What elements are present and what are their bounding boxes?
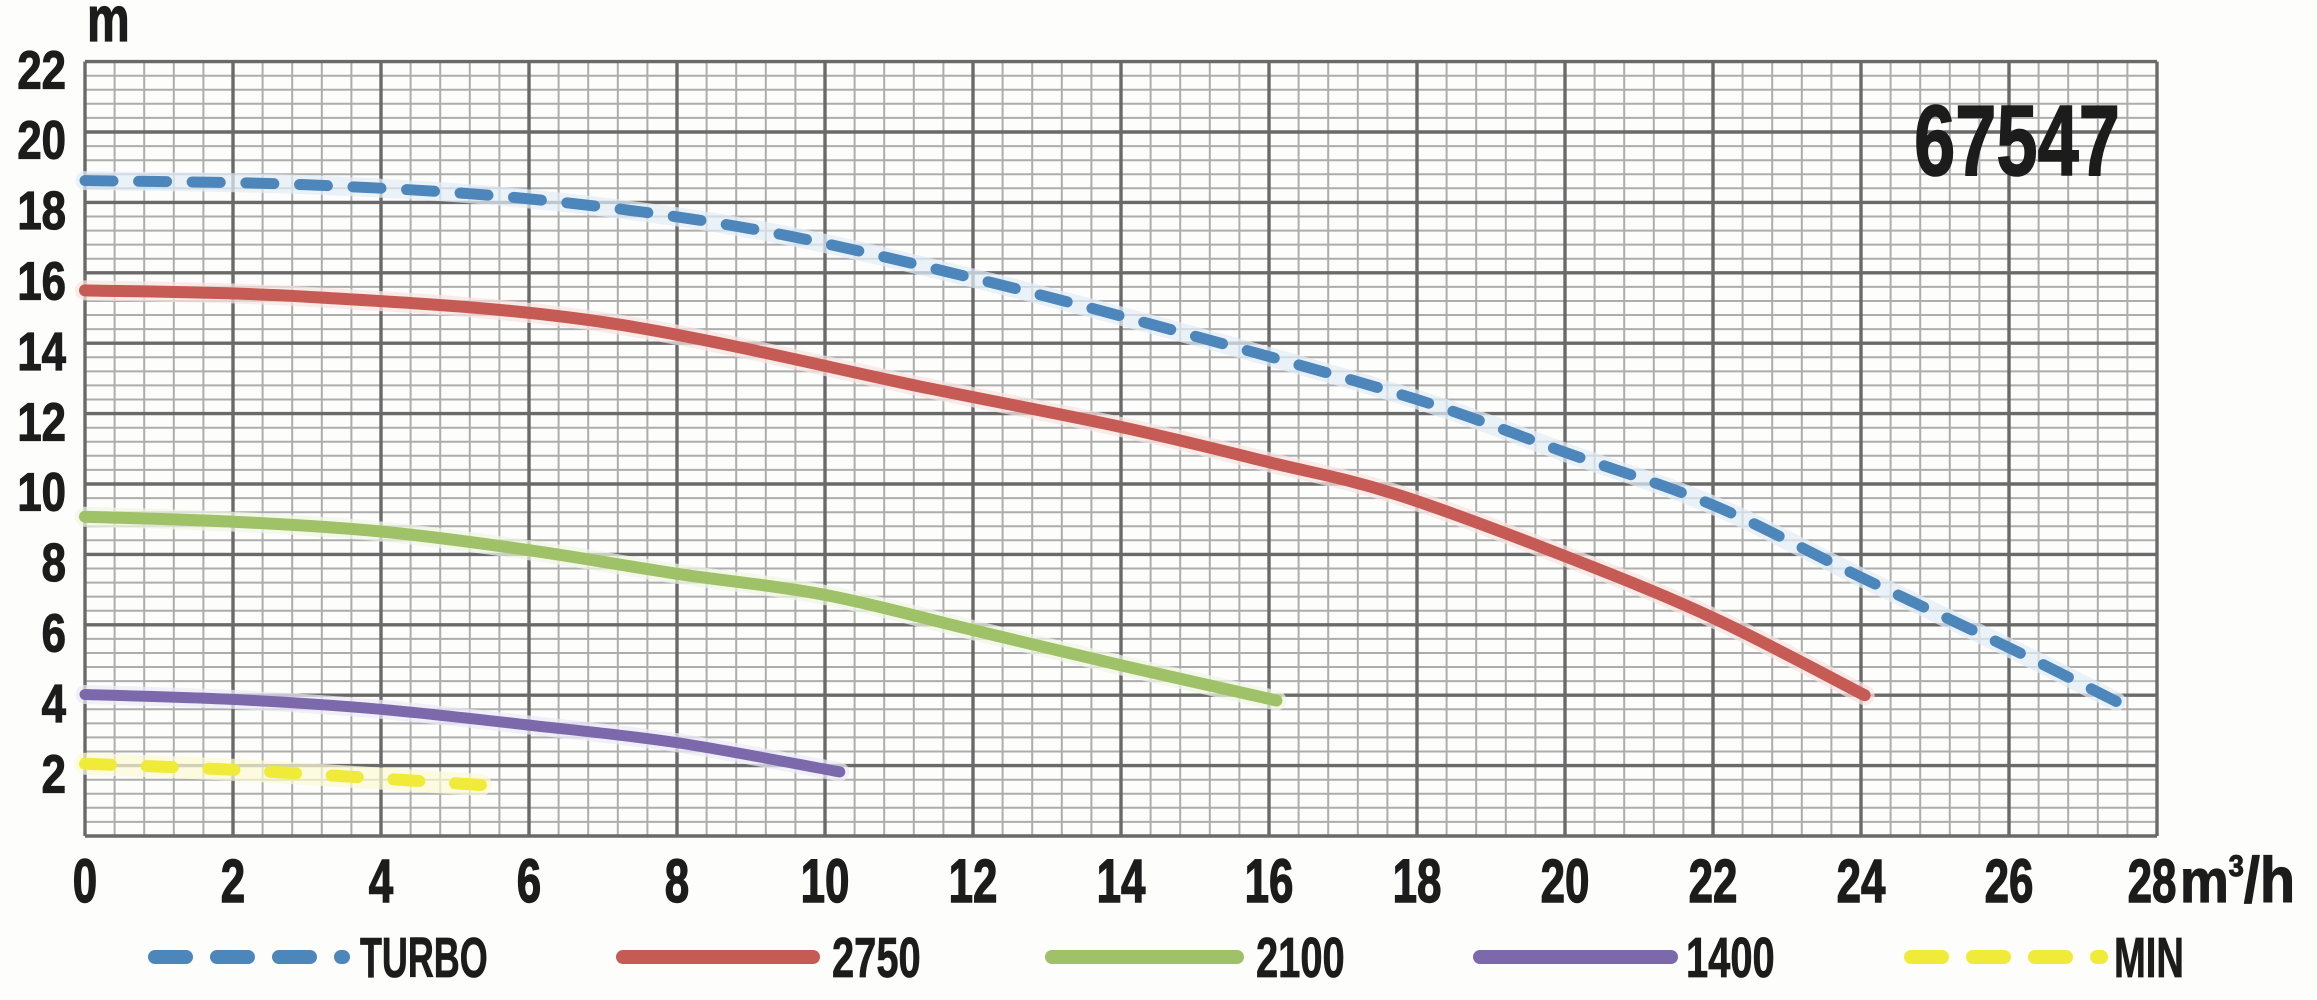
svg-text:m3/h: m3/h bbox=[2180, 844, 2295, 915]
svg-text:m: m bbox=[87, 0, 130, 55]
svg-text:14: 14 bbox=[1097, 848, 1146, 916]
svg-text:24: 24 bbox=[1837, 848, 1886, 916]
svg-text:6: 6 bbox=[517, 848, 541, 916]
svg-text:10: 10 bbox=[801, 848, 850, 916]
svg-text:18: 18 bbox=[17, 182, 66, 241]
svg-text:22: 22 bbox=[1689, 848, 1738, 916]
svg-text:2100: 2100 bbox=[1256, 926, 1345, 990]
svg-text:6: 6 bbox=[42, 604, 66, 663]
svg-text:TURBO: TURBO bbox=[360, 927, 488, 990]
svg-text:20: 20 bbox=[17, 111, 66, 170]
svg-text:4: 4 bbox=[42, 675, 67, 734]
svg-text:26: 26 bbox=[1985, 848, 2034, 916]
svg-text:8: 8 bbox=[665, 848, 689, 916]
svg-text:16: 16 bbox=[17, 252, 66, 311]
svg-text:0: 0 bbox=[73, 848, 97, 916]
svg-text:2750: 2750 bbox=[832, 926, 921, 990]
svg-text:16: 16 bbox=[1245, 848, 1294, 916]
svg-text:2: 2 bbox=[221, 848, 245, 916]
svg-text:8: 8 bbox=[42, 534, 66, 593]
svg-text:12: 12 bbox=[949, 848, 998, 916]
svg-text:12: 12 bbox=[17, 393, 66, 452]
svg-text:2: 2 bbox=[42, 745, 66, 804]
svg-text:1400: 1400 bbox=[1686, 926, 1775, 990]
svg-text:22: 22 bbox=[17, 41, 66, 100]
svg-text:4: 4 bbox=[369, 848, 394, 916]
svg-text:28: 28 bbox=[2128, 848, 2177, 916]
svg-text:20: 20 bbox=[1541, 848, 1590, 916]
svg-text:67547: 67547 bbox=[1914, 84, 2120, 197]
svg-text:10: 10 bbox=[17, 463, 66, 522]
svg-text:MIN: MIN bbox=[2114, 926, 2184, 989]
svg-text:18: 18 bbox=[1393, 848, 1442, 916]
svg-text:14: 14 bbox=[17, 323, 66, 382]
